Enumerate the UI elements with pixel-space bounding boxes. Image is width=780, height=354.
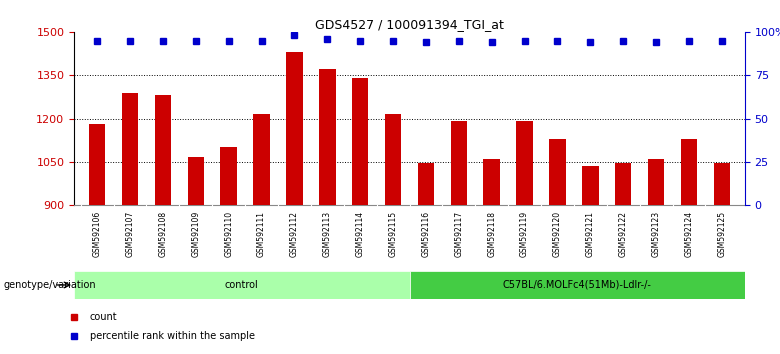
Bar [451, 121, 467, 205]
Text: GSM592123: GSM592123 [651, 211, 661, 257]
Text: GSM592125: GSM592125 [718, 211, 726, 257]
Bar [549, 139, 566, 205]
Text: GSM592120: GSM592120 [553, 211, 562, 257]
Bar [89, 124, 105, 205]
Text: GSM592106: GSM592106 [93, 211, 101, 257]
Bar [714, 162, 730, 205]
Bar [582, 166, 598, 205]
Bar [484, 159, 500, 205]
Bar [681, 139, 697, 205]
Bar [221, 148, 237, 205]
Text: control: control [225, 280, 259, 290]
Bar [385, 114, 401, 205]
Bar [319, 69, 335, 205]
Bar [286, 52, 303, 205]
Text: GSM592107: GSM592107 [126, 211, 134, 257]
Text: GSM592124: GSM592124 [685, 211, 693, 257]
Text: GSM592121: GSM592121 [586, 211, 595, 257]
Bar [615, 162, 632, 205]
Bar [516, 121, 533, 205]
Text: GSM592109: GSM592109 [191, 211, 200, 257]
Bar [154, 96, 171, 205]
Text: GSM592118: GSM592118 [488, 211, 496, 257]
Text: GSM592113: GSM592113 [323, 211, 331, 257]
Text: GSM592111: GSM592111 [257, 211, 266, 257]
Text: GSM592115: GSM592115 [388, 211, 398, 257]
Bar [410, 271, 745, 299]
Text: GSM592122: GSM592122 [619, 211, 628, 257]
Text: GSM592112: GSM592112 [290, 211, 299, 257]
Bar [122, 92, 138, 205]
Text: GSM592110: GSM592110 [224, 211, 233, 257]
Text: C57BL/6.MOLFc4(51Mb)-Ldlr-/-: C57BL/6.MOLFc4(51Mb)-Ldlr-/- [503, 280, 651, 290]
Text: GSM592119: GSM592119 [520, 211, 529, 257]
Bar [187, 157, 204, 205]
Text: GSM592117: GSM592117 [454, 211, 463, 257]
Bar [254, 114, 270, 205]
Bar [418, 164, 434, 205]
Text: GSM592114: GSM592114 [356, 211, 365, 257]
Bar [648, 159, 665, 205]
Bar [352, 78, 368, 205]
Text: GSM592108: GSM592108 [158, 211, 168, 257]
Text: genotype/variation: genotype/variation [4, 280, 97, 290]
Text: count: count [90, 312, 117, 322]
Text: percentile rank within the sample: percentile rank within the sample [90, 331, 255, 341]
Text: GSM592116: GSM592116 [421, 211, 431, 257]
Bar [74, 271, 410, 299]
Title: GDS4527 / 100091394_TGI_at: GDS4527 / 100091394_TGI_at [315, 18, 504, 31]
